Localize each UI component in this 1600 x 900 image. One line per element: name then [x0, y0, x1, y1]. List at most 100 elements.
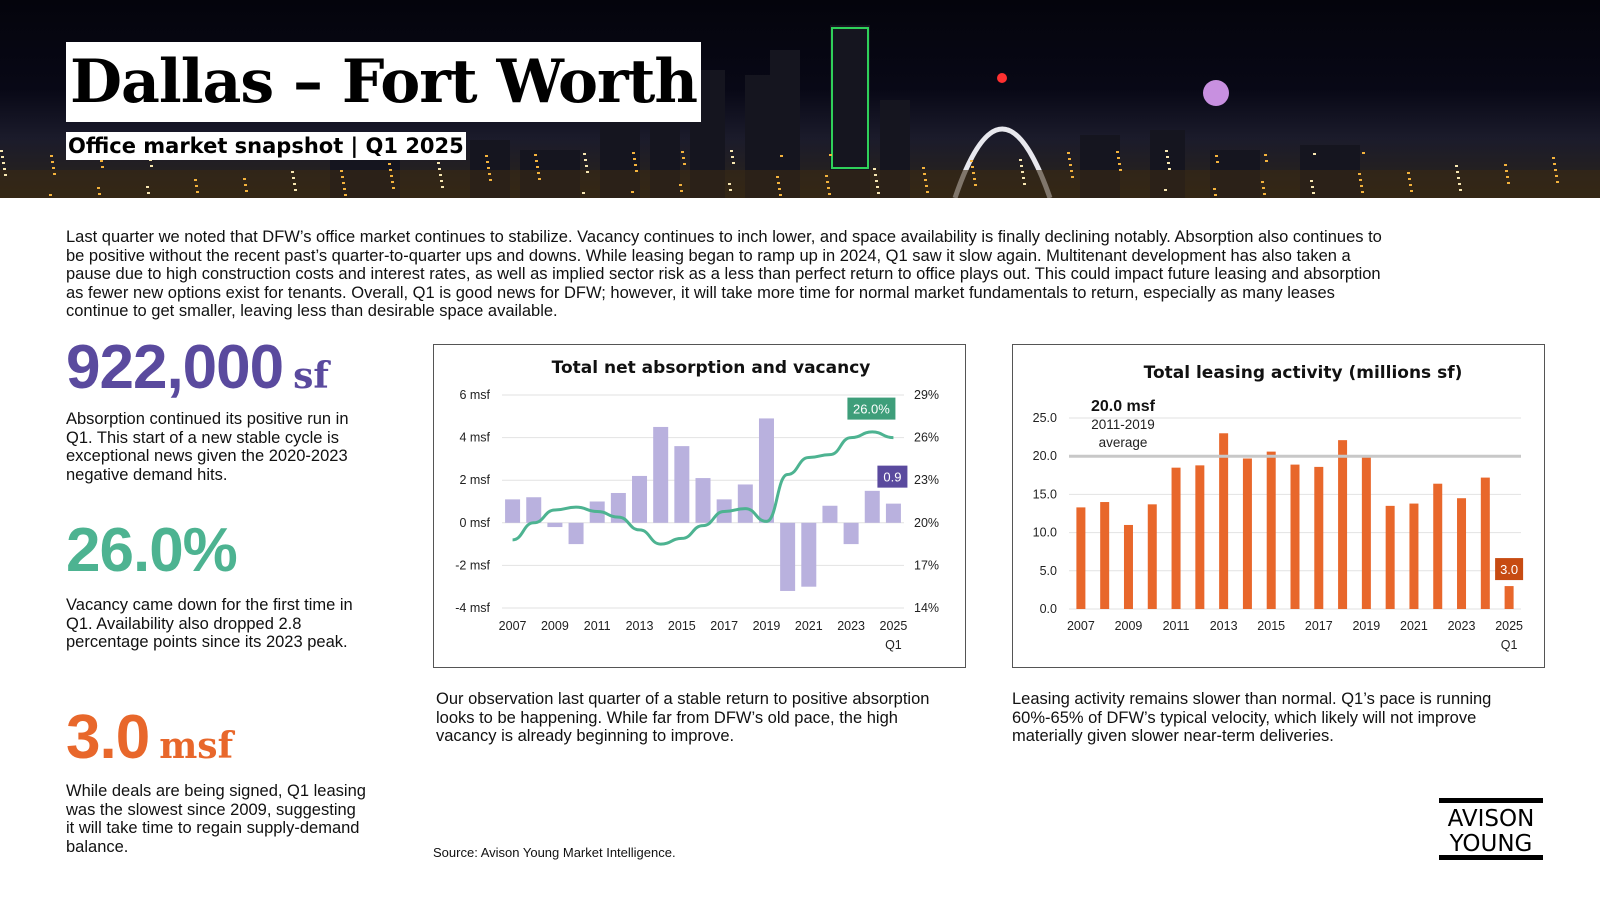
city-light [1023, 183, 1026, 185]
city-light [874, 174, 877, 176]
city-light [1020, 165, 1023, 167]
city-light [1019, 159, 1022, 161]
city-light [825, 175, 828, 177]
chart2-x-tick: 2007 [1067, 619, 1095, 633]
city-light [1455, 165, 1458, 167]
city-light [1361, 191, 1364, 193]
city-light [1265, 160, 1268, 162]
stat-absorption-text: Absorption continued its positive run in… [66, 410, 349, 484]
city-light [53, 173, 56, 175]
city-light [243, 178, 246, 180]
city-light [780, 155, 783, 157]
city-light [826, 181, 829, 183]
chart2-average-sublabel-2: average [1099, 435, 1148, 450]
chart2-leasing-bar [1314, 466, 1324, 609]
avison-young-logo: AVISON YOUNG [1439, 798, 1543, 860]
city-light [873, 168, 876, 170]
hero-banner: Dallas – Fort Worth Office market snapsh… [0, 0, 1600, 198]
city-light [1407, 172, 1410, 174]
city-light [1553, 163, 1556, 165]
city-light [1069, 164, 1072, 166]
city-light [535, 160, 538, 162]
city-light [682, 157, 685, 159]
city-light [51, 161, 54, 163]
city-light [538, 178, 541, 180]
city-light [779, 194, 782, 196]
absorption-vacancy-chart: Total net absorption and vacancy 6 msf 4 m… [433, 344, 966, 668]
city-light [1068, 158, 1071, 160]
chart2-y-tick: 0.0 [1040, 602, 1057, 616]
chart1-y-right-tick: 26% [914, 431, 939, 445]
chart1-absorption-bar [843, 522, 859, 545]
chart1-y-right-tick: 14% [914, 601, 939, 615]
chart1-vacancy-callout-box [847, 397, 896, 420]
city-light [1458, 183, 1461, 185]
chart2-x-tick: 2021 [1400, 619, 1428, 633]
city-light [391, 181, 394, 183]
city-light [1310, 180, 1313, 182]
chart1-y-right-tick: 29% [914, 388, 939, 402]
city-light [1409, 184, 1412, 186]
chart1-x-tick: 2007 [499, 619, 527, 633]
city-light [101, 166, 104, 168]
stat-leasing-text: While deals are being signed, Q1 leasing… [66, 782, 366, 856]
chart1-absorption-bar [885, 503, 901, 523]
chart1-absorption-bar [737, 484, 753, 523]
chart1-absorption-bar [632, 475, 648, 523]
chart1-x-tick: 2025 [880, 619, 908, 633]
city-light [1116, 151, 1119, 153]
city-light [340, 170, 343, 172]
city-light [1554, 169, 1557, 171]
city-light [585, 165, 588, 167]
chart1-absorption-bar [801, 522, 817, 587]
city-light [679, 184, 682, 186]
city-light [294, 189, 297, 191]
city-light [974, 184, 977, 186]
chart2-y-tick: 20.0 [1033, 449, 1057, 463]
page-subtitle: Office market snapshot | Q1 2025 [66, 132, 466, 160]
city-light [876, 186, 879, 188]
city-light [730, 150, 733, 152]
chart1-absorption-bar [526, 497, 542, 523]
chart1-absorption-callout-box [877, 465, 908, 488]
chart1-y-left-tick: 4 msf [459, 431, 490, 445]
stat-absorption-number: 922,000 [66, 333, 284, 402]
city-light [829, 154, 832, 156]
stat-leasing-unit: msf [159, 725, 234, 767]
city-light [635, 170, 638, 172]
chart1-x-tick: 2019 [753, 619, 781, 633]
city-light [970, 160, 973, 162]
city-light [923, 173, 926, 175]
city-light [293, 183, 296, 185]
city-light [1213, 188, 1216, 190]
city-light [485, 155, 488, 157]
chart1-x-tick: 2009 [541, 619, 569, 633]
absorption-vacancy-chart-svg: Total net absorption and vacancy 6 msf 4 m… [455, 358, 939, 652]
chart1-absorption-bar [822, 505, 838, 523]
chart2-leasing-bar [1242, 458, 1252, 609]
city-light [0, 150, 3, 152]
city-light [973, 178, 976, 180]
stat-vacancy-number: 26.0% [66, 516, 238, 585]
chart1-y-left-tick: 2 msf [459, 473, 490, 487]
chart2-y-tick: 25.0 [1033, 411, 1057, 425]
chart1-absorption-bar [505, 499, 521, 523]
city-light [149, 159, 152, 161]
green-tower-outline [831, 27, 869, 169]
city-light [489, 179, 492, 181]
city-light [244, 184, 247, 186]
city-light [439, 174, 442, 176]
city-light [924, 179, 927, 181]
source-note: Source: Avison Young Market Intelligence… [433, 845, 676, 860]
chart1-x-tick: 2011 [584, 619, 611, 633]
city-light [828, 193, 831, 195]
city-light [1505, 170, 1508, 172]
city-light [827, 187, 830, 189]
city-light [292, 177, 295, 179]
city-light [1459, 189, 1462, 191]
city-light [536, 166, 539, 168]
city-light [1216, 161, 1219, 163]
city-light [50, 155, 53, 157]
chart1-x-tick: 2021 [795, 619, 823, 633]
city-light [1071, 176, 1074, 178]
